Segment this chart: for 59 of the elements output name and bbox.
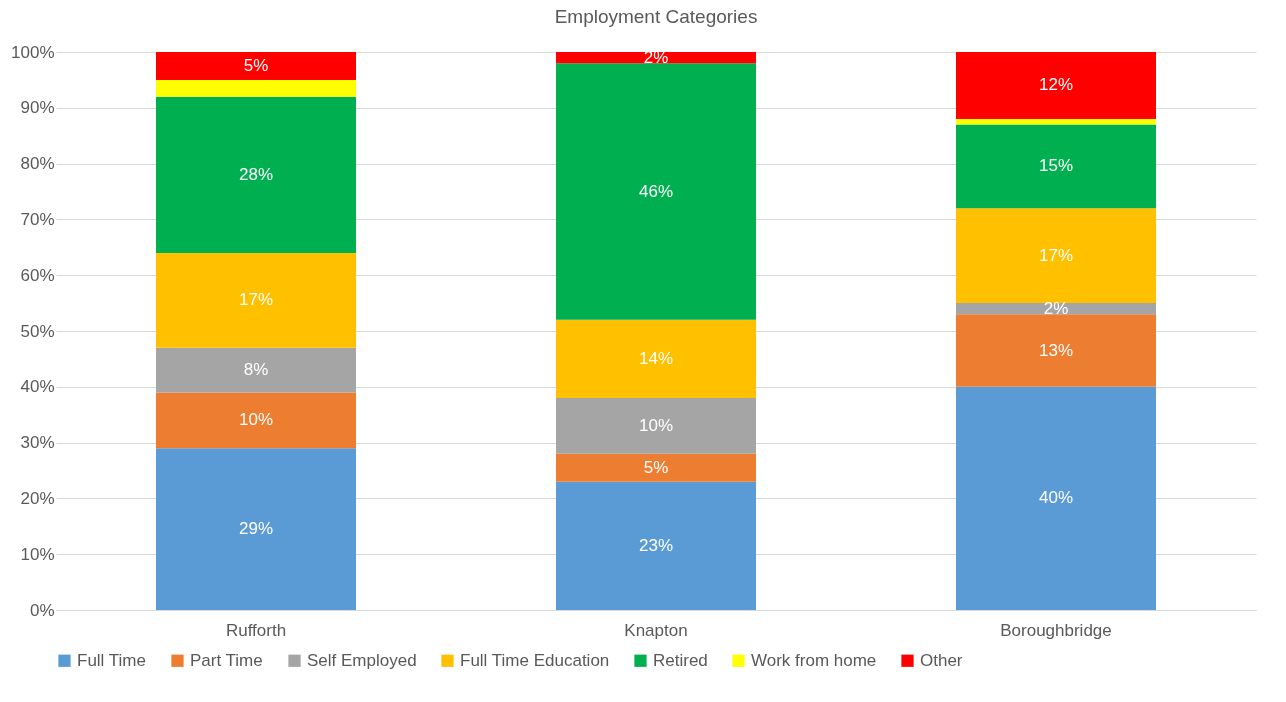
x-tick-label: Boroughbridge [1000,620,1112,640]
data-label: 15% [1038,156,1074,176]
bar [556,453,756,482]
y-tick-label: 70% [20,209,55,229]
bar [556,319,756,398]
bar [956,314,1156,387]
bar [556,397,756,454]
bar [956,386,1156,610]
data-label: 2% [1043,298,1069,318]
legend-label: Retired [653,650,708,670]
data-label: 5% [643,457,669,477]
y-tick-label: 80% [20,154,55,174]
bar [156,52,356,80]
legend-label: Other [920,650,963,670]
data-label: 40% [1038,488,1074,508]
data-label: 28% [238,164,274,184]
data-label: 17% [238,290,274,310]
data-label: 8% [243,360,269,380]
legend-label: Full Time [77,650,146,670]
bar [956,118,1156,125]
data-label: 10% [638,415,674,435]
data-label: 46% [638,181,674,201]
data-label: 14% [638,348,674,368]
chart-title: Employment Categories [554,6,758,27]
bar [156,448,356,610]
y-tick-label: 40% [20,377,55,397]
y-tick-label: 60% [20,265,55,285]
bar [956,303,1156,315]
bar [556,52,756,64]
legend-label: Work from home [751,650,877,670]
bar [156,79,356,97]
y-tick-label: 10% [20,544,55,564]
bar [556,481,756,610]
bar [156,96,356,253]
y-tick-label: 100% [11,42,55,62]
bar [556,63,756,320]
data-label: 5% [243,55,269,75]
y-tick-label: 30% [20,433,55,453]
legend-label: Full Time Education [460,650,610,670]
bar [956,52,1156,119]
data-label: 12% [1038,75,1074,95]
data-label: 13% [1038,340,1074,360]
y-tick-label: 20% [20,488,55,508]
data-label: 10% [238,410,274,430]
data-label: 23% [638,535,674,555]
y-tick-label: 90% [20,98,55,118]
y-tick-label: 0% [29,600,55,620]
data-label: 29% [238,519,274,539]
bar [156,252,356,348]
legend-label: Part Time [190,650,263,670]
bar [156,392,356,449]
legend-label: Self Employed [307,650,417,670]
bar [156,347,356,393]
data-label: 17% [1038,245,1074,265]
x-tick-label: Knapton [624,620,688,640]
y-tick-label: 50% [20,321,55,341]
bar [956,208,1156,304]
x-tick-label: Rufforth [225,620,287,640]
bar [956,124,1156,209]
